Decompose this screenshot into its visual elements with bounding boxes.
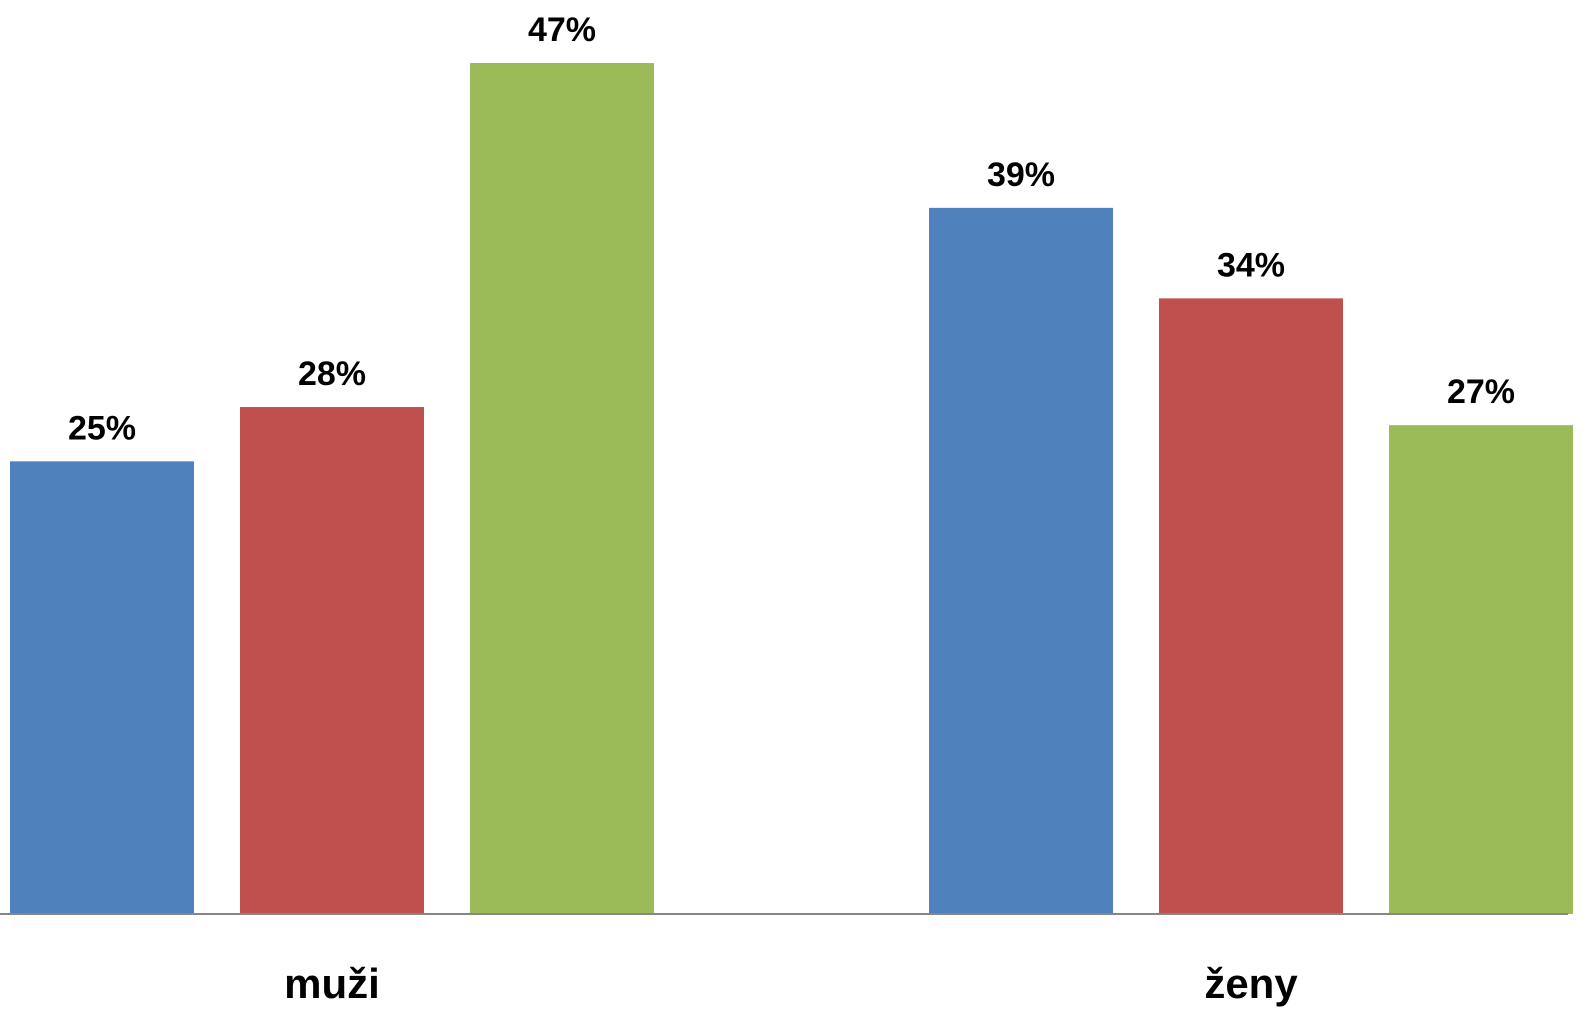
bar (10, 461, 194, 914)
bar (929, 207, 1113, 914)
category-label: ženy (1204, 960, 1298, 1007)
category-label: muži (284, 960, 380, 1007)
value-label: 47% (528, 11, 596, 49)
value-label: 27% (1447, 373, 1515, 411)
bar (240, 407, 424, 914)
value-label: 25% (68, 409, 136, 447)
bar (1389, 425, 1573, 914)
value-label: 34% (1217, 246, 1285, 284)
value-label: 28% (298, 355, 366, 393)
value-label: 39% (987, 156, 1055, 194)
bar (1159, 298, 1343, 915)
bar (470, 63, 654, 914)
